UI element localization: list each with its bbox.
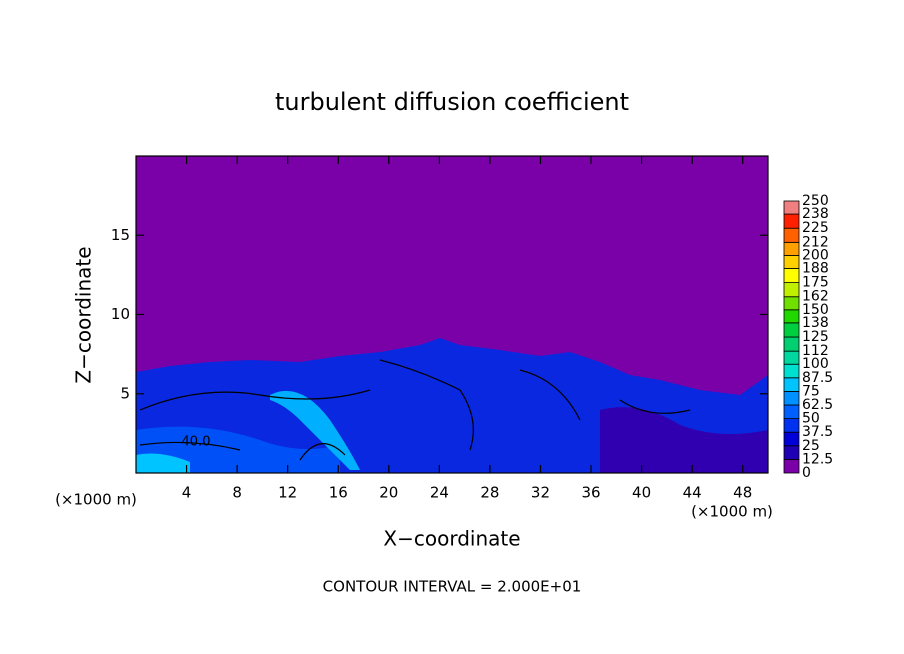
x-tick-label: 48 (733, 484, 752, 502)
colorbar-tick-label: 50 (802, 411, 820, 427)
colorbar-cell (783, 336, 800, 352)
colorbar-cell (783, 227, 800, 243)
colorbar-tick-label: 162 (802, 289, 829, 305)
contour-label: 40.0 (182, 435, 211, 450)
y-unit: (×1000 m) (55, 491, 137, 509)
field: 40.0 (136, 156, 768, 473)
field-patch (270, 390, 360, 470)
colorbar-tick-label: 125 (802, 329, 829, 345)
colorbar-tick-label: 112 (802, 343, 829, 359)
colorbar-cell (783, 418, 800, 433)
colorbar-tick-label: 62.5 (802, 397, 833, 413)
x-axis-label: X−coordinate (383, 527, 520, 551)
contour-line (139, 359, 691, 461)
y-tick-label: 10 (111, 305, 130, 323)
colorbar-cell (783, 322, 800, 338)
x-tick-label: 4 (182, 484, 192, 502)
y-tick-label: 15 (111, 226, 130, 244)
x-tick-label: 28 (480, 484, 499, 502)
colorbar-cell (783, 296, 800, 311)
colorbar-cell (783, 458, 800, 474)
colorbar-cell (783, 377, 800, 392)
x-tick-label: 16 (329, 484, 348, 502)
contour-interval: CONTOUR INTERVAL = 2.000E+01 (323, 578, 582, 596)
field-patch (136, 453, 190, 473)
colorbar-tick-label: 138 (802, 315, 829, 331)
colorbar-cell (783, 445, 800, 460)
colorbar-cell (783, 200, 800, 215)
colorbar-cell (783, 282, 800, 298)
colorbar-tick-label: 250 (802, 193, 829, 209)
x-tick-label: 44 (683, 484, 702, 502)
colorbar-cell (783, 213, 800, 229)
colorbar-tick-label: 238 (802, 206, 829, 222)
colorbar-tick-label: 75 (802, 383, 820, 399)
colorbar-cell (783, 390, 800, 406)
x-tick-label: 36 (581, 484, 600, 502)
x-tick-label: 24 (430, 484, 449, 502)
colorbar-tick-label: 188 (802, 260, 829, 276)
x-unit: (×1000 m) (691, 503, 773, 521)
colorbar-tick-label: 225 (802, 220, 829, 236)
colorbar-cell (783, 254, 800, 269)
x-tick-label: 8 (232, 484, 242, 502)
colorbar-cell (783, 431, 800, 447)
colorbar-cell (783, 241, 800, 256)
colorbar-cell (783, 350, 800, 365)
colorbar-tick-label: 25 (802, 438, 820, 454)
colorbar-tick-label: 200 (802, 247, 829, 263)
y-tick-label: 5 (120, 384, 130, 402)
colorbar-tick-label: 175 (802, 275, 829, 291)
field-patch (600, 407, 768, 473)
colorbar-tick-label: 12.5 (802, 451, 833, 467)
x-tick-label: 32 (531, 484, 550, 502)
colorbar-tick-label: 0 (802, 465, 811, 481)
colorbar-tick-label: 150 (802, 302, 829, 318)
x-tick-label: 40 (632, 484, 651, 502)
x-tick-label: 12 (278, 484, 297, 502)
colorbar-cell (783, 363, 800, 379)
x-tick-label: 20 (379, 484, 398, 502)
colorbar-tick-label: 37.5 (802, 424, 833, 440)
colorbar-tick-label: 212 (802, 234, 829, 250)
colorbar-cell (783, 268, 800, 283)
colorbar-tick-label: 87.5 (802, 370, 833, 386)
colorbar-cell (783, 404, 800, 420)
y-axis-label: Z−coordinate (72, 246, 96, 383)
colorbar-cell (783, 309, 800, 324)
chart-title: turbulent diffusion coefficient (275, 88, 629, 116)
colorbar-tick-label: 100 (802, 356, 829, 372)
